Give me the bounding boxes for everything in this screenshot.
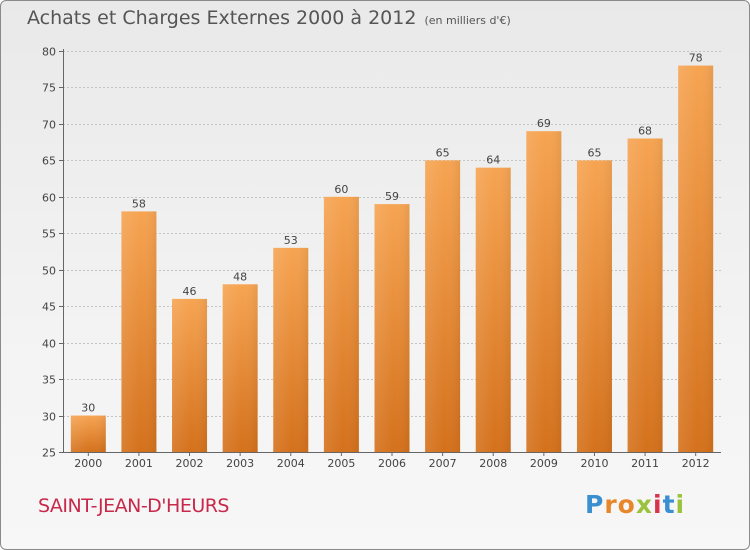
bar-shine [121,211,157,452]
y-tick-label: 35 [42,374,56,387]
x-tick-label: 2009 [530,457,558,470]
x-tick-label: 2010 [580,457,608,470]
value-label: 78 [689,52,703,65]
value-label: 58 [132,197,146,210]
y-tick-label: 60 [42,192,56,205]
value-label: 60 [334,183,348,196]
bar-shine [526,131,562,452]
bar-shine [323,196,359,452]
x-tick-label: 2011 [631,457,659,470]
bar-shine [627,138,663,452]
logo-letter: i [653,490,663,519]
y-tick-label: 55 [42,228,56,241]
x-tick-label: 2006 [378,457,406,470]
value-label: 48 [233,270,247,283]
y-tick-label: 25 [42,447,56,460]
y-tick-label: 75 [42,82,56,95]
y-tick-label: 70 [42,119,56,132]
logo-letter: r [604,490,618,519]
x-tick-label: 2000 [74,457,102,470]
value-label: 64 [486,154,500,167]
chart-unit: (en milliers d'€) [424,14,511,27]
commune-name: SAINT-JEAN-D'HEURS [38,495,230,517]
x-tick-label: 2003 [226,457,254,470]
y-tick-label: 40 [42,338,56,351]
value-label: 65 [587,146,601,159]
x-tick-label: 2004 [277,457,305,470]
bar-shine [475,167,511,452]
value-label: 30 [81,402,95,415]
bar-shine [70,415,106,452]
x-tick-label: 2005 [327,457,355,470]
bar-shine [576,160,612,452]
y-tick-label: 80 [42,46,56,59]
value-label: 69 [537,117,551,130]
x-tick-label: 2008 [479,457,507,470]
value-label: 53 [284,234,298,247]
logo-letter: i [675,490,686,519]
bar-shine [425,160,461,452]
logo-letter: t [662,490,676,519]
x-tick-label: 2002 [176,457,204,470]
x-tick-label: 2012 [682,457,710,470]
value-label: 68 [638,124,652,137]
bar-shine [222,284,258,452]
proxiti-logo: Proxiti [585,490,685,519]
chart-title-text: Achats et Charges Externes 2000 à 2012 [27,7,417,29]
y-tick-label: 50 [42,265,56,278]
value-label: 65 [436,146,450,159]
value-label: 59 [385,190,399,203]
y-tick-label: 45 [42,301,56,314]
logo-letter: P [585,490,605,519]
bar-shine [374,204,410,452]
chart-title: Achats et Charges Externes 2000 à 2012 (e… [27,7,511,29]
bar-shine [273,247,309,452]
y-tick-label: 65 [42,155,56,168]
y-tick-label: 30 [42,411,56,424]
bar-shine [678,65,714,452]
value-label: 46 [183,285,197,298]
logo-letter: x [635,490,653,519]
x-tick-label: 2001 [125,457,153,470]
bar-shine [172,298,208,452]
x-tick-label: 2007 [429,457,457,470]
logo-letter: o [617,490,636,519]
